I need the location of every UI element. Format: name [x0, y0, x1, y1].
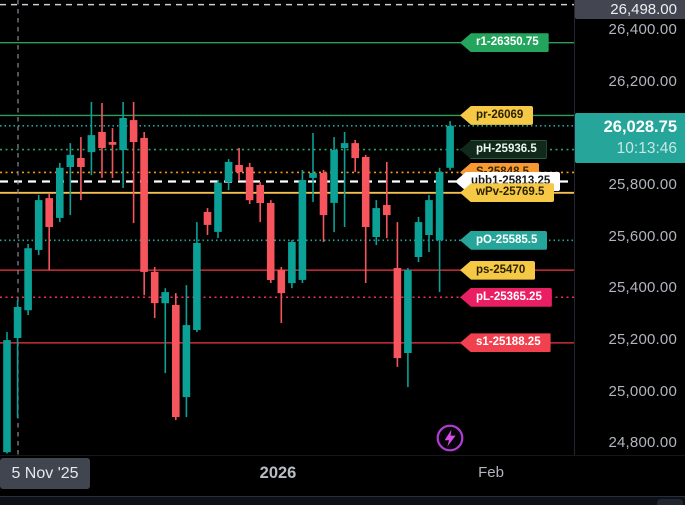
time-tick-Feb: Feb	[478, 464, 504, 481]
price-level-label-pH[interactable]: pH-25936.5	[460, 140, 547, 160]
countdown-timer: 10:13:46	[616, 140, 677, 158]
time-axis[interactable]: 5 Nov '25 2026 Feb	[0, 455, 685, 497]
candlestick-canvas[interactable]	[0, 0, 574, 455]
current-price-box[interactable]: 26,028.75 10:13:46	[575, 113, 685, 164]
alert-price-label[interactable]: 26,498.00	[575, 0, 685, 19]
price-level-label-pr[interactable]: pr-26069	[460, 105, 534, 125]
price-tick: 26,400.00	[608, 21, 677, 38]
date-marker-label: 5 Nov '25	[0, 458, 90, 489]
price-chart-plot[interactable]	[0, 0, 574, 455]
corner-widget[interactable]	[657, 499, 683, 505]
price-tick: 25,800.00	[608, 175, 677, 193]
price-axis[interactable]: 26,400.00 26,200.00 25,800.00 25,600.00 25,4…	[574, 0, 685, 455]
price-tick: 25,600.00	[608, 227, 677, 245]
current-price-value: 26,028.75	[603, 118, 677, 137]
time-tick-2026: 2026	[259, 464, 297, 482]
price-level-label-s1[interactable]: s1-25188.25	[460, 333, 551, 353]
price-tick: 25,000.00	[608, 382, 677, 400]
price-level-label-r1[interactable]: r1-26350.75	[460, 33, 549, 53]
price-tick: 24,800.00	[608, 434, 677, 452]
price-level-label-pL[interactable]: pL-25365.25	[460, 287, 552, 307]
price-tick: 25,200.00	[608, 330, 677, 348]
bottom-toolbar	[0, 496, 685, 505]
price-tick: 26,200.00	[608, 72, 677, 90]
price-level-label-ps[interactable]: ps-25470	[460, 260, 536, 280]
price-level-label-pO[interactable]: pO-25585.5	[460, 230, 548, 250]
price-tick: 25,400.00	[608, 279, 677, 297]
price-level-label-wPv[interactable]: wPv-25769.5	[460, 183, 555, 203]
lightning-icon[interactable]	[436, 424, 464, 452]
